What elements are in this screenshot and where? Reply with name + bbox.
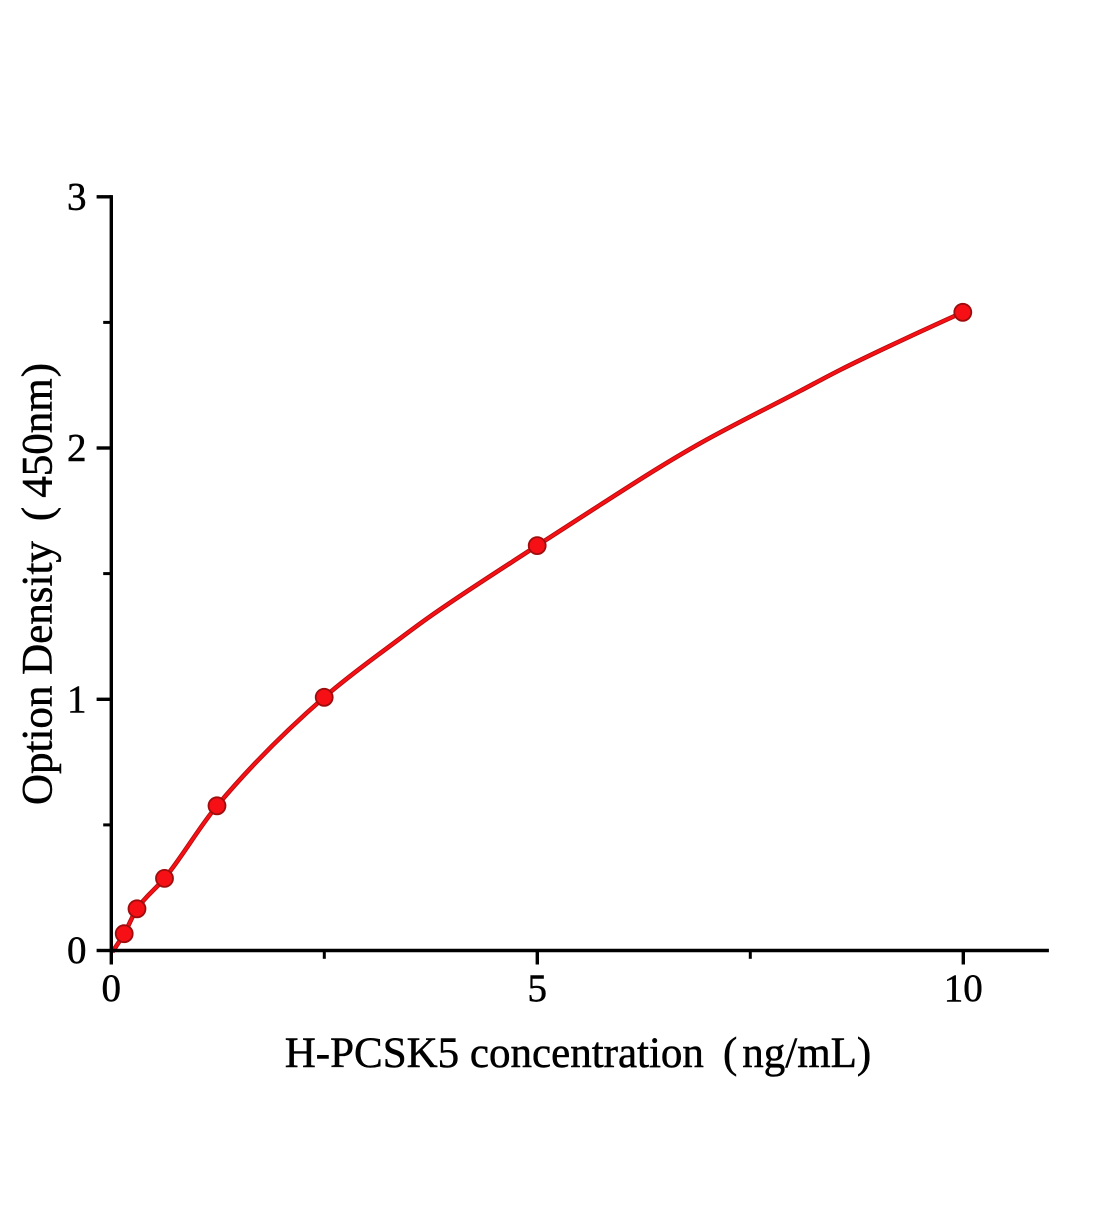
svg-text:3: 3: [67, 175, 87, 218]
svg-text:2: 2: [67, 427, 87, 470]
svg-text:Option Density(450nm): Option Density(450nm): [15, 363, 62, 805]
svg-text:1: 1: [67, 678, 87, 721]
svg-text:10: 10: [944, 967, 983, 1010]
svg-text:0: 0: [102, 967, 122, 1010]
svg-text:5: 5: [528, 967, 548, 1010]
svg-text:0: 0: [67, 929, 87, 972]
svg-text:H-PCSK5 concentration(ng/mL): H-PCSK5 concentration(ng/mL): [285, 1030, 872, 1077]
